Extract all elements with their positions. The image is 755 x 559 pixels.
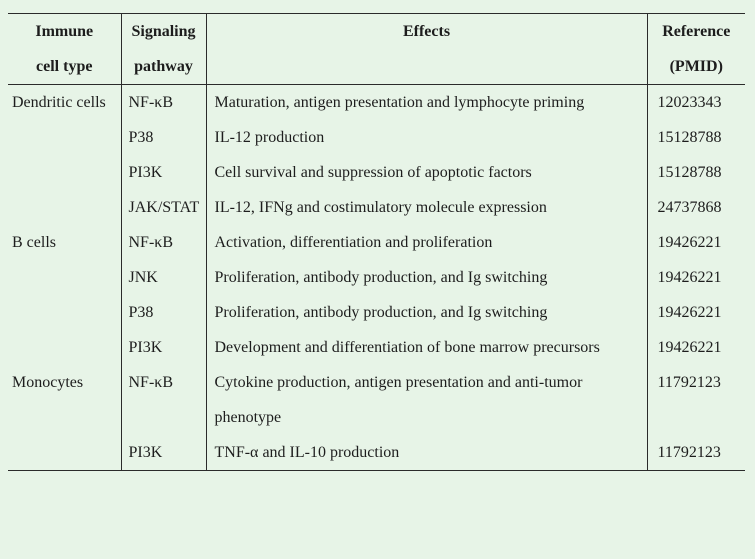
- cell-effect: Maturation, antigen presentation and lym…: [205, 84, 647, 120]
- cell-pathway: NF-κB: [120, 365, 206, 435]
- cell-immune-type: [8, 120, 121, 155]
- cell-immune-type: [8, 155, 121, 190]
- cell-immune-type: Monocytes: [12, 374, 84, 391]
- cell-pmid: 11792123: [646, 435, 745, 471]
- cell-effect: IL-12, IFNg and costimulatory molecule e…: [205, 190, 647, 225]
- cell-pathway: PI3K: [120, 435, 206, 471]
- cell-effect: Development and differentiation of bone …: [205, 330, 647, 365]
- cell-pathway: PI3K: [120, 155, 206, 190]
- cell-pmid: 19426221: [646, 330, 745, 365]
- table-row: P38 Proliferation, antibody production, …: [8, 295, 745, 330]
- cell-pmid: 19426221: [646, 295, 745, 330]
- cell-pathway: PI3K: [120, 330, 206, 365]
- cell-pmid: 12023343: [646, 84, 745, 120]
- cell-pmid: 19426221: [646, 260, 745, 295]
- cell-effect: Cytokine production, antigen presentatio…: [205, 365, 647, 435]
- cell-pmid: 15128788: [646, 155, 745, 190]
- cell-immune-type: [8, 435, 121, 471]
- cell-immune-type: [8, 295, 121, 330]
- cell-immune-type: B cells: [12, 234, 56, 251]
- cell-pathway: NF-κB: [120, 225, 206, 260]
- cell-pathway: NF-κB: [120, 84, 206, 120]
- header-signaling-pathway: Signaling pathway: [120, 13, 206, 85]
- cell-pmid: 19426221: [646, 225, 745, 260]
- table-row: P38 IL-12 production 15128788: [8, 120, 745, 155]
- cell-effect: Activation, differentiation and prolifer…: [205, 225, 647, 260]
- header-row: Immune cell type Signaling pathway Effec…: [8, 13, 745, 85]
- table-row: PI3K TNF-α and IL-10 production 11792123: [8, 435, 745, 471]
- cell-pmid: 11792123: [646, 365, 745, 435]
- cell-effect: IL-12 production: [205, 120, 647, 155]
- table-row: B cells NF-κB Activation, differentiatio…: [8, 225, 745, 260]
- cell-effect: TNF-α and IL-10 production: [205, 435, 647, 471]
- table-row: PI3K Development and differentiation of …: [8, 330, 745, 365]
- table-row: JNK Proliferation, antibody production, …: [8, 260, 745, 295]
- cell-pmid: 24737868: [646, 190, 745, 225]
- header-effects: Effects: [205, 13, 647, 85]
- cell-effect: Proliferation, antibody production, and …: [205, 295, 647, 330]
- cell-effect: Proliferation, antibody production, and …: [205, 260, 647, 295]
- cell-immune-type: [8, 330, 121, 365]
- header-immune-cell-type: Immune cell type: [8, 13, 121, 85]
- cell-pmid: 15128788: [646, 120, 745, 155]
- cell-immune-type: Dendritic cells: [12, 94, 106, 111]
- cell-immune-type: [8, 190, 121, 225]
- table-row: PI3K Cell survival and suppression of ap…: [8, 155, 745, 190]
- header-reference-pmid: Reference (PMID): [646, 13, 745, 85]
- cell-pathway: JNK: [120, 260, 206, 295]
- table-row: Dendritic cells NF-κB Maturation, antige…: [8, 84, 745, 120]
- table-row: JAK/STAT IL-12, IFNg and costimulatory m…: [8, 190, 745, 225]
- immune-signaling-reference-table: Immune cell type Signaling pathway Effec…: [8, 13, 745, 471]
- cell-pathway: P38: [120, 120, 206, 155]
- cell-pathway: P38: [120, 295, 206, 330]
- cell-immune-type: [8, 260, 121, 295]
- cell-effect: Cell survival and suppression of apoptot…: [205, 155, 647, 190]
- cell-pathway: JAK/STAT: [120, 190, 206, 225]
- table-row: Monocytes NF-κB Cytokine production, ant…: [8, 365, 745, 435]
